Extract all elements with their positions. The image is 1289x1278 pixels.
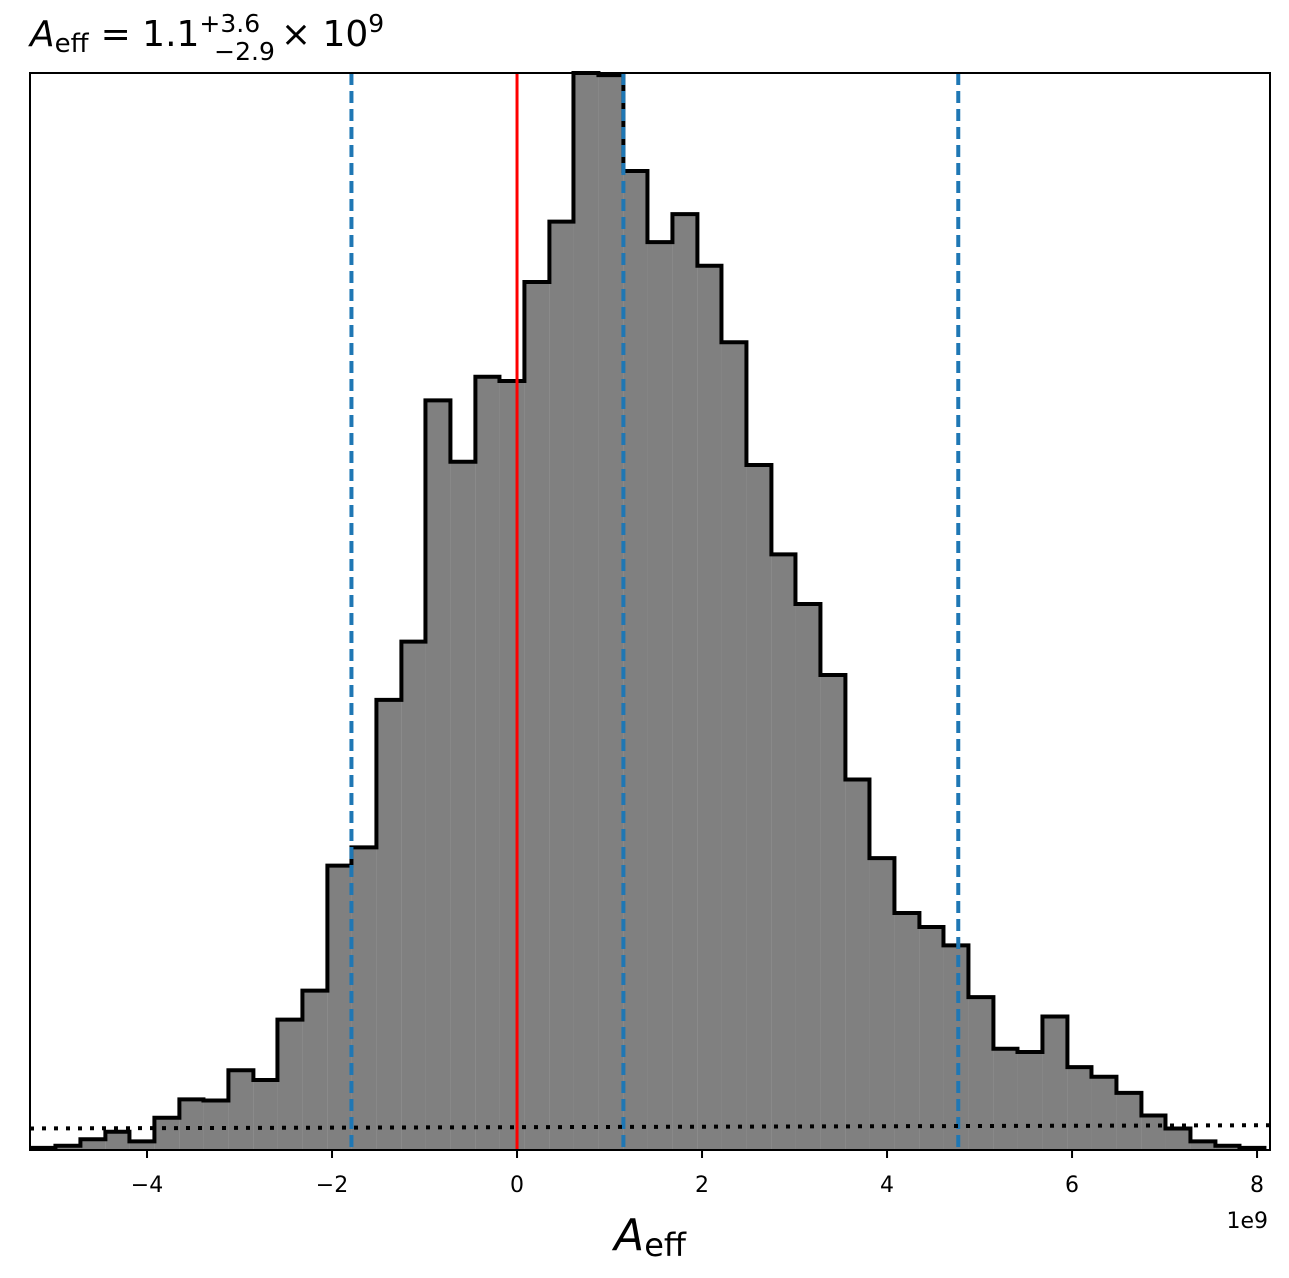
histogram-bar xyxy=(919,927,944,1150)
histogram-bar xyxy=(647,242,673,1151)
histogram-bar xyxy=(179,1099,204,1150)
histogram-bar xyxy=(475,376,500,1150)
title-subscript: eff xyxy=(55,29,90,59)
histogram-bar xyxy=(302,990,328,1150)
histogram-bar xyxy=(820,675,846,1150)
histogram-bar xyxy=(623,171,648,1150)
histogram-bar xyxy=(203,1100,229,1150)
histogram-bar xyxy=(1017,1051,1043,1150)
histogram-bar xyxy=(771,554,796,1150)
histogram-bar xyxy=(1116,1092,1142,1150)
plot-frame xyxy=(29,72,1271,1151)
title-equals: = 1.1 xyxy=(101,14,200,55)
x-tick-label: 8 xyxy=(1250,1173,1264,1198)
title-exponent: 9 xyxy=(368,9,384,38)
x-tick-label: 0 xyxy=(510,1173,524,1198)
histogram-bar xyxy=(401,641,426,1150)
title-lower: −2.9 xyxy=(214,37,275,66)
histogram-bar xyxy=(1141,1115,1166,1150)
histogram-bar xyxy=(55,1145,81,1150)
histogram-bar xyxy=(425,400,451,1151)
histogram-bar xyxy=(721,342,747,1150)
histogram-bar xyxy=(105,1131,130,1150)
histogram-bar xyxy=(845,779,870,1150)
histogram-bar xyxy=(154,1117,180,1150)
histogram-bar xyxy=(943,945,969,1150)
histogram-bar xyxy=(672,214,698,1150)
histogram-outline xyxy=(29,71,1267,1150)
x-tick-label: 2 xyxy=(695,1173,709,1198)
histogram-bar xyxy=(376,699,402,1150)
x-label-subscript: eff xyxy=(644,1226,687,1264)
histogram-bar xyxy=(1042,1016,1068,1150)
x-tick-label: −4 xyxy=(131,1173,163,1198)
histogram-bar xyxy=(228,1070,254,1150)
histogram-bar xyxy=(277,1019,303,1150)
histogram-bar xyxy=(993,1048,1018,1150)
histogram-bar xyxy=(1215,1145,1240,1150)
x-label-symbol: A xyxy=(611,1210,644,1261)
histogram-bar xyxy=(499,381,525,1151)
histogram-bar xyxy=(869,858,895,1150)
histogram-bar xyxy=(1091,1076,1117,1150)
title-times: × 10 xyxy=(281,14,368,55)
x-tick-label: −2 xyxy=(316,1173,348,1198)
reference-line xyxy=(29,1123,1271,1131)
histogram-bar xyxy=(795,603,821,1150)
histogram-bar xyxy=(549,221,574,1151)
histogram-bar xyxy=(1190,1141,1216,1150)
histogram-bar xyxy=(894,913,920,1150)
histogram-bar xyxy=(1067,1067,1092,1150)
x-tick-label: 6 xyxy=(1065,1173,1079,1198)
histogram-bar xyxy=(351,847,377,1150)
title-upper: +3.6 xyxy=(199,9,260,38)
x-axis-label: Aeff xyxy=(611,1210,687,1264)
histogram-bar xyxy=(129,1141,155,1150)
chart-title: Aeff = 1.1+3.6 −2.9 × 109 xyxy=(28,9,384,66)
histogram-bar xyxy=(573,73,599,1150)
histogram-bar xyxy=(450,461,476,1150)
histogram-bar xyxy=(80,1139,106,1150)
histogram-bar xyxy=(327,865,352,1150)
histogram-bar xyxy=(598,75,624,1150)
histogram-bar xyxy=(697,265,722,1151)
histogram-bar xyxy=(1165,1128,1191,1150)
x-tick-label: 4 xyxy=(880,1173,894,1198)
histogram-bar xyxy=(746,465,772,1150)
histogram-bar xyxy=(524,281,550,1150)
title-symbol: A xyxy=(28,14,55,55)
offset-text: 1e9 xyxy=(1226,1209,1268,1234)
histogram-bar xyxy=(253,1079,278,1150)
